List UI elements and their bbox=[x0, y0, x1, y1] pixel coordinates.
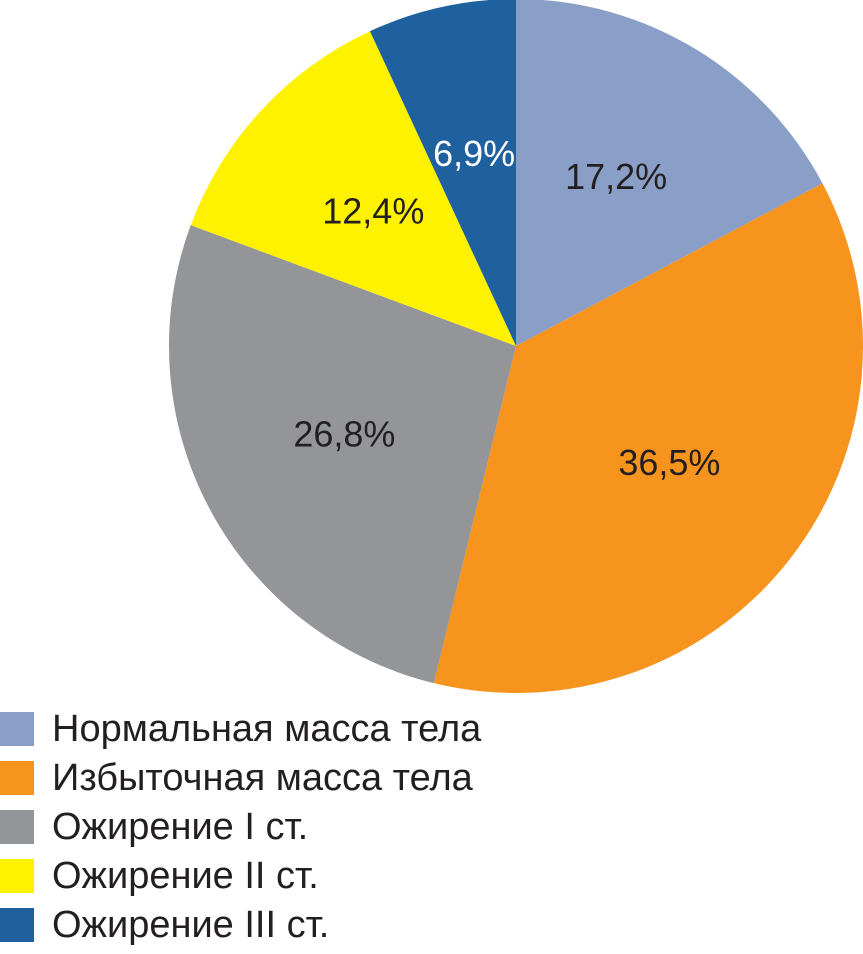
legend-label: Ожирение III ст. bbox=[52, 903, 330, 946]
legend-item-obesity-3: Ожирение III ст. bbox=[0, 900, 481, 949]
legend-label: Ожирение I ст. bbox=[52, 805, 309, 848]
pie-slice-obesity-2 bbox=[190, 31, 517, 346]
legend-swatch bbox=[0, 809, 34, 844]
legend-label: Избыточная масса тела bbox=[52, 756, 473, 799]
slice-label-overweight: 36,5% bbox=[618, 442, 720, 483]
pie-slice-obesity-1 bbox=[169, 225, 516, 684]
legend-item-normal-weight: Нормальная масса тела bbox=[0, 704, 481, 753]
legend-swatch bbox=[0, 711, 34, 746]
slice-label-normal-weight: 17,2% bbox=[565, 156, 667, 197]
legend-item-overweight: Избыточная масса тела bbox=[0, 753, 481, 802]
legend-item-obesity-1: Ожирение I ст. bbox=[0, 802, 481, 851]
pie-slice-overweight bbox=[433, 183, 863, 693]
pie-slice-normal-weight bbox=[516, 0, 823, 346]
slice-label-obesity-3: 6,9% bbox=[433, 133, 515, 174]
legend: Нормальная масса тела Избыточная масса т… bbox=[0, 704, 481, 949]
legend-item-obesity-2: Ожирение II ст. bbox=[0, 851, 481, 900]
legend-label: Ожирение II ст. bbox=[52, 854, 319, 897]
legend-swatch bbox=[0, 760, 34, 795]
legend-swatch bbox=[0, 907, 34, 942]
pie-slice-obesity-3 bbox=[369, 0, 516, 346]
slice-label-obesity-2: 12,4% bbox=[322, 191, 424, 232]
legend-label: Нормальная масса тела bbox=[52, 707, 482, 750]
legend-swatch bbox=[0, 858, 34, 893]
slice-label-obesity-1: 26,8% bbox=[293, 414, 395, 455]
